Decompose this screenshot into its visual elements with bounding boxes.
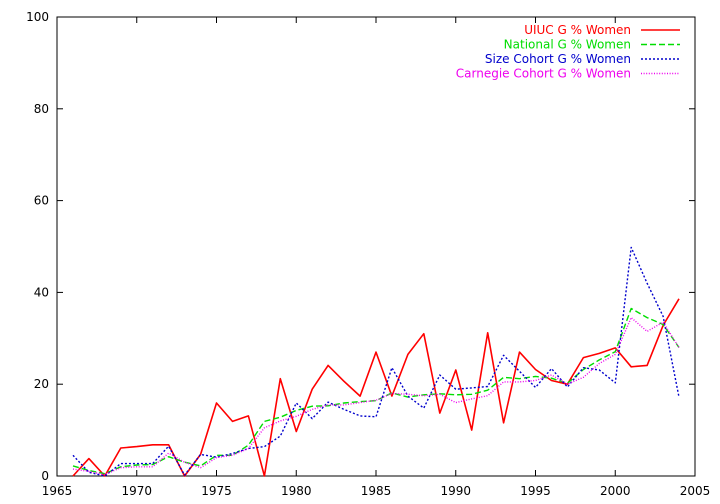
legend-label: National G % Women xyxy=(504,38,631,52)
x-tick-label: 1985 xyxy=(361,484,392,498)
x-tick-label: 1975 xyxy=(201,484,232,498)
series-line-national-g-women xyxy=(72,307,680,475)
legend-label: Carnegie Cohort G % Women xyxy=(456,67,631,81)
x-tick-label: 1990 xyxy=(440,484,471,498)
y-axis: 0 20 40 60 80 100 xyxy=(26,10,695,483)
y-tick-label: 100 xyxy=(26,10,49,24)
x-tick-label: 1970 xyxy=(121,484,152,498)
series-line-size-cohort-g-women xyxy=(72,246,680,477)
x-tick-label: 1980 xyxy=(281,484,312,498)
y-tick-label: 40 xyxy=(34,285,49,299)
legend-label: Size Cohort G % Women xyxy=(485,52,631,66)
x-tick-label: 2000 xyxy=(600,484,631,498)
x-tick-label: 2005 xyxy=(680,484,711,498)
x-axis: 1965 1970 1975 1980 1985 1990 1995 2000 2005 xyxy=(42,17,711,498)
y-tick-label: 20 xyxy=(34,377,49,391)
x-tick-label: 1965 xyxy=(42,484,73,498)
y-tick-label: 60 xyxy=(34,194,49,208)
series-line-uiuc-g-women xyxy=(72,298,680,477)
y-tick-label: 0 xyxy=(41,469,49,483)
legend-label: UIUC G % Women xyxy=(524,23,631,37)
y-tick-label: 80 xyxy=(34,102,49,116)
x-tick-label: 1995 xyxy=(520,484,551,498)
series-layer xyxy=(72,246,680,477)
plot-frame xyxy=(56,16,696,477)
